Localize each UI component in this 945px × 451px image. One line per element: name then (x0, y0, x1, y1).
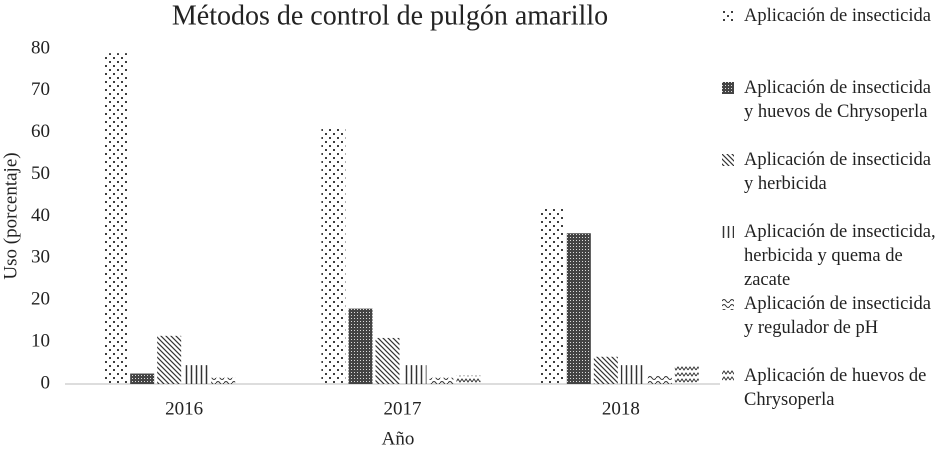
legend-entry: Aplicación de insecticida y huevos de Ch… (722, 76, 942, 124)
bar (211, 377, 236, 384)
y-tick-label: 40 (31, 205, 50, 226)
legend-label: Aplicación de huevos de Chrysoperla (744, 366, 927, 410)
legend-label: Aplicación de insecticida y herbicida (744, 150, 931, 194)
bar (620, 365, 645, 384)
bar (593, 356, 618, 384)
legend-swatch (722, 154, 734, 166)
y-tick-label: 20 (31, 289, 50, 310)
legend-swatch (722, 226, 734, 238)
legend-entry: Aplicación de insecticida (722, 4, 942, 28)
bar (130, 373, 155, 384)
bar (157, 335, 182, 384)
legend-swatch-fill (722, 226, 734, 238)
y-axis-label: Uso (porcentaje) (0, 152, 21, 279)
legend-swatch (722, 10, 734, 22)
legend-swatch-fill (722, 10, 734, 22)
legend-swatch (722, 298, 734, 310)
chart-title: Métodos de control de pulgón amarillo (172, 0, 608, 31)
bar (321, 128, 346, 384)
y-tick-label: 60 (31, 121, 50, 142)
bar (674, 365, 699, 384)
legend-swatch (722, 82, 734, 94)
y-tick-label: 10 (31, 330, 50, 351)
legend-label: Aplicación de insecticida, herbicida y q… (744, 222, 936, 290)
x-tick-label: 2018 (602, 398, 640, 419)
legend-entry: Aplicación de insecticida, herbicida y q… (722, 220, 942, 292)
legend-label: Aplicación de insecticida (744, 6, 931, 26)
legend-label: Aplicación de insecticida y regulador de… (744, 294, 931, 338)
x-tick-label: 2017 (384, 398, 422, 419)
bar (429, 377, 454, 384)
legend-entry: Aplicación de huevos de Chrysoperla (722, 364, 942, 412)
legend-entry: Aplicación de insecticida y herbicida (722, 148, 942, 196)
bar (402, 365, 427, 384)
x-tick-label: 2016 (165, 398, 203, 419)
bar (539, 208, 564, 384)
y-tick-label: 80 (31, 37, 50, 58)
bar (348, 308, 373, 384)
legend-swatch-fill (722, 154, 734, 166)
legend-swatch-fill (722, 298, 734, 310)
y-tick-label: 0 (41, 372, 51, 393)
bar (103, 53, 128, 384)
y-tick-label: 50 (31, 163, 50, 184)
y-tick-label: 30 (31, 247, 50, 268)
bar (566, 233, 591, 384)
y-tick-label: 70 (31, 79, 50, 100)
bar (647, 375, 672, 384)
x-axis-label: Año (382, 428, 415, 449)
legend-label: Aplicación de insecticida y huevos de Ch… (744, 78, 931, 122)
legend-swatch-fill (722, 370, 734, 382)
bar (375, 337, 400, 384)
bar (184, 365, 209, 384)
legend-entry: Aplicación de insecticida y regulador de… (722, 292, 942, 340)
legend-swatch (722, 370, 734, 382)
legend-swatch-fill (722, 82, 734, 94)
bar (456, 375, 481, 384)
